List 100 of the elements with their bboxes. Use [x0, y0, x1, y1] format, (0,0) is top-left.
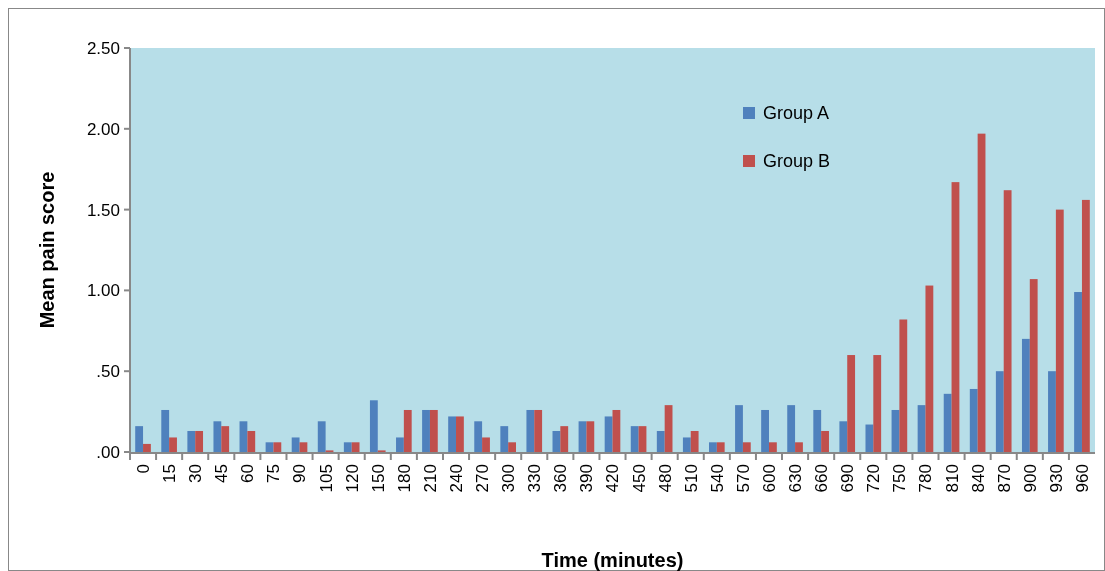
x-tick-label: 900 — [1020, 464, 1040, 493]
bar — [995, 371, 1004, 452]
bar — [787, 405, 796, 452]
x-tick-label: 960 — [1072, 464, 1092, 493]
bar — [813, 409, 822, 452]
x-tick-label: 420 — [603, 464, 623, 493]
bar — [1055, 209, 1064, 452]
bar — [500, 426, 509, 452]
x-tick-label: 180 — [394, 464, 414, 493]
bar — [742, 442, 751, 452]
bar — [917, 405, 926, 452]
x-tick-label: 570 — [733, 464, 753, 493]
x-tick-label: 390 — [577, 464, 597, 493]
bar — [943, 393, 952, 452]
x-tick-label: 0 — [133, 464, 153, 474]
x-tick-label: 510 — [681, 464, 701, 493]
bar — [448, 416, 457, 452]
bar — [396, 437, 404, 452]
bar — [213, 421, 222, 452]
bar — [604, 416, 613, 452]
bar — [187, 430, 196, 452]
bar — [969, 388, 978, 452]
bar — [638, 426, 647, 452]
bar — [221, 426, 230, 452]
bar — [552, 430, 561, 452]
x-tick-label: 840 — [968, 464, 988, 493]
x-tick-label: 780 — [916, 464, 936, 493]
bar — [247, 430, 256, 452]
bar — [873, 355, 882, 452]
x-tick-label: 300 — [499, 464, 519, 493]
x-tick-label: 750 — [890, 464, 910, 493]
x-tick-label: 450 — [629, 464, 649, 493]
x-tick-label: 75 — [264, 464, 284, 483]
bar — [821, 430, 829, 452]
x-tick-label: 150 — [368, 464, 388, 493]
bar — [630, 426, 639, 452]
x-tick-label: 540 — [707, 464, 727, 493]
bar — [369, 400, 378, 452]
x-axis-title: Time (minutes) — [541, 549, 684, 571]
x-tick-label: 240 — [446, 464, 466, 493]
x-tick-label: 120 — [342, 464, 362, 493]
bar — [865, 424, 874, 452]
legend-label: Group A — [763, 103, 830, 124]
bar — [143, 443, 151, 452]
x-tick-label: 15 — [160, 464, 180, 483]
bar — [578, 421, 587, 452]
x-tick-label: 930 — [1046, 464, 1066, 493]
x-tick-label: 105 — [316, 464, 336, 493]
bar — [1021, 338, 1030, 452]
bar — [474, 421, 483, 452]
x-tick-label: 210 — [420, 464, 440, 493]
bar — [716, 442, 725, 452]
bar — [508, 442, 516, 452]
bar — [735, 405, 743, 452]
x-tick-label: 630 — [786, 464, 806, 493]
bar — [343, 442, 352, 452]
bar — [1081, 199, 1090, 452]
bar — [560, 426, 569, 452]
bar — [664, 405, 673, 452]
bar — [847, 355, 856, 452]
x-tick-label: 480 — [655, 464, 675, 493]
bar — [429, 409, 438, 452]
bar — [1029, 279, 1038, 452]
x-tick-label: 360 — [551, 464, 571, 493]
bar — [161, 409, 170, 452]
bar — [1074, 292, 1082, 452]
bar — [795, 442, 803, 452]
y-tick-label: 2.00 — [86, 119, 120, 139]
bar — [317, 421, 326, 452]
bar — [482, 437, 490, 452]
bar — [273, 442, 282, 452]
bar — [768, 442, 777, 452]
y-tick-label: 1.50 — [86, 200, 120, 220]
y-tick-label: 1.00 — [86, 281, 120, 301]
bar — [534, 409, 543, 452]
x-tick-label: 810 — [942, 464, 962, 493]
x-tick-label: 870 — [994, 464, 1014, 493]
bar — [135, 426, 144, 452]
x-tick-label: 60 — [238, 464, 258, 483]
y-tick-label: .00 — [96, 442, 120, 462]
bar — [351, 442, 360, 452]
x-tick-label: 330 — [525, 464, 545, 493]
x-tick-label: 270 — [473, 464, 493, 493]
x-tick-label: 660 — [812, 464, 832, 493]
x-tick-label: 90 — [290, 464, 310, 483]
legend-label: Group B — [763, 151, 831, 172]
bar — [656, 430, 665, 452]
bar — [839, 421, 848, 452]
bar — [586, 421, 595, 452]
bar — [291, 437, 300, 452]
y-axis-title: Mean pain score — [36, 171, 58, 329]
x-tick-label: 30 — [186, 464, 206, 483]
x-tick-label: 45 — [212, 464, 232, 483]
bar — [195, 430, 204, 452]
x-tick-label: 720 — [864, 464, 884, 493]
bar — [526, 409, 535, 452]
bar — [1048, 371, 1056, 452]
bar — [403, 409, 412, 452]
bar — [925, 285, 934, 452]
bar — [265, 442, 274, 452]
